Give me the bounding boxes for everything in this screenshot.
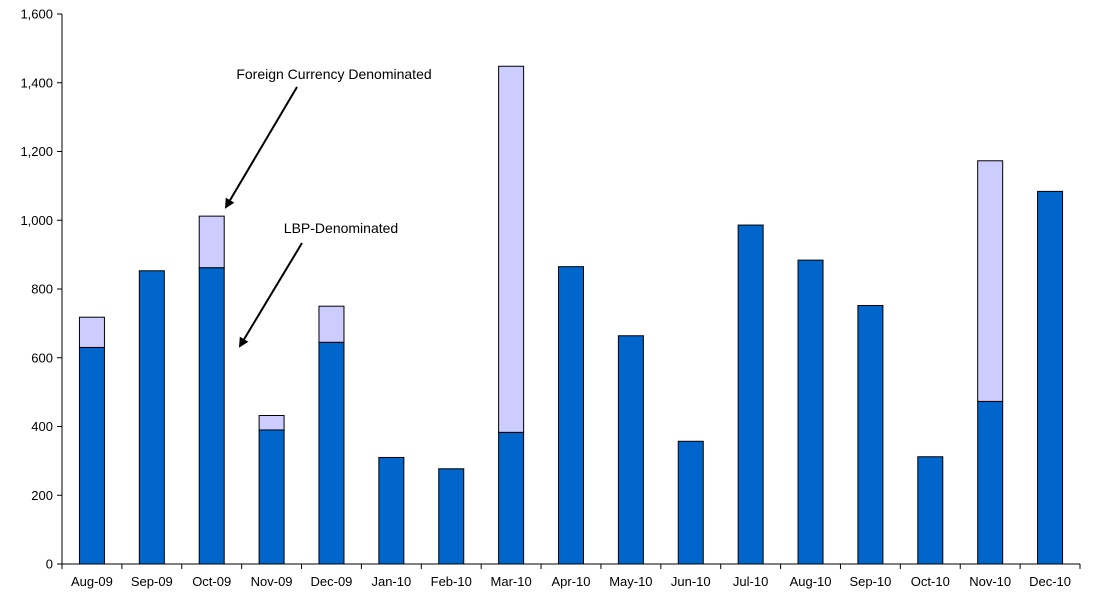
x-tick-label: Aug-09 [71, 574, 113, 589]
bar-foreign-nov-10 [977, 160, 1004, 402]
annotation-layer: Foreign Currency Denominated LBP-Denomina… [224, 66, 432, 348]
bar-lbp-mar-10 [498, 431, 525, 565]
x-tick-label: Jun-10 [671, 574, 711, 589]
x-tick-label: Dec-09 [311, 574, 353, 589]
y-tick-label: 800 [31, 282, 53, 297]
bar-lbp-nov-09 [258, 429, 285, 565]
x-tick-label: Sep-09 [131, 574, 173, 589]
y-tick-label: 1,600 [20, 7, 53, 22]
x-tick-label: Mar-10 [491, 574, 532, 589]
bar-lbp-feb-10 [438, 468, 465, 565]
annotation-lbp: LBP-Denominated [284, 220, 398, 236]
x-tick-label: Nov-09 [251, 574, 293, 589]
annotation-foreign-currency: Foreign Currency Denominated [236, 66, 431, 82]
x-tick-label: May-10 [609, 574, 652, 589]
x-tick-label: Apr-10 [551, 574, 590, 589]
bar-lbp-may-10 [617, 335, 644, 565]
bars-layer [78, 65, 1064, 565]
bar-foreign-mar-10 [498, 65, 525, 433]
bar-lbp-sep-09 [138, 270, 165, 565]
bar-lbp-sep-10 [857, 305, 884, 565]
bar-foreign-aug-09 [78, 316, 105, 348]
bar-lbp-dec-09 [318, 341, 345, 565]
bar-foreign-dec-09 [318, 305, 345, 343]
x-tick-label: Jan-10 [371, 574, 411, 589]
x-tick-label: Nov-10 [969, 574, 1011, 589]
bar-lbp-jun-10 [677, 440, 704, 565]
y-tick-label: 1,400 [20, 75, 53, 90]
x-tick-label: Feb-10 [431, 574, 472, 589]
bar-lbp-jan-10 [378, 456, 405, 565]
x-tick-label: Dec-10 [1029, 574, 1071, 589]
x-tick-label: Aug-10 [790, 574, 832, 589]
x-tick-label: Oct-10 [911, 574, 950, 589]
y-tick-label: 1,000 [20, 213, 53, 228]
bar-foreign-nov-09 [258, 415, 285, 431]
arrow-foreign-currency [224, 86, 298, 209]
bar-lbp-dec-10 [1037, 190, 1064, 565]
bar-lbp-oct-10 [917, 456, 944, 565]
y-tick-label: 600 [31, 350, 53, 365]
y-tick-label: 1,200 [20, 144, 53, 159]
bar-lbp-nov-10 [977, 400, 1004, 565]
x-tick-label: Sep-10 [849, 574, 891, 589]
bar-foreign-oct-09 [198, 215, 225, 269]
bar-lbp-aug-09 [78, 346, 105, 565]
arrow-lbp [238, 242, 303, 348]
y-tick-label: 400 [31, 419, 53, 434]
bar-lbp-apr-10 [558, 266, 584, 565]
y-tick-label: 200 [31, 488, 53, 503]
bar-lbp-oct-09 [198, 267, 225, 565]
y-tick-label: 0 [46, 557, 53, 572]
x-tick-label: Oct-09 [192, 574, 231, 589]
x-tick-label: Jul-10 [733, 574, 768, 589]
bar-lbp-jul-10 [737, 224, 764, 565]
axes-layer: 0 200 400 600 800 1,000 1,200 1,400 1,600 Aug-09 S… [20, 7, 1081, 589]
bar-lbp-aug-10 [797, 259, 824, 565]
